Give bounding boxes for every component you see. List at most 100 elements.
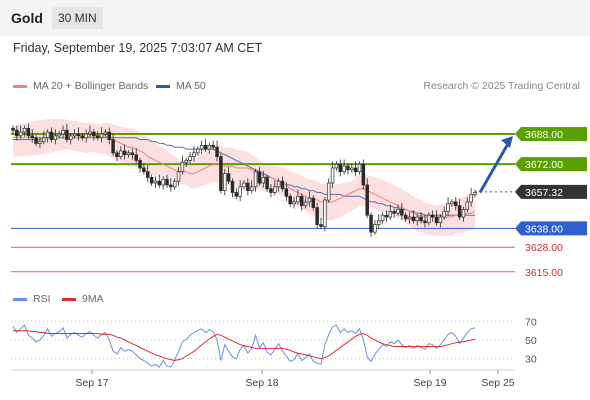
candle-body [138, 160, 142, 169]
candle-body [446, 203, 450, 212]
candle-body [176, 171, 181, 182]
candle-body [165, 178, 169, 186]
ma20-swatch [13, 84, 27, 88]
legend-ma50: MA 50 [156, 80, 206, 92]
candle-body [284, 188, 289, 197]
candle-body [273, 186, 277, 193]
candle-body [430, 214, 435, 218]
candle-body [230, 180, 235, 193]
candle-body [215, 146, 219, 157]
candle-body [153, 180, 158, 184]
legend-rsi: RSI [13, 293, 51, 305]
candle-body [42, 137, 46, 142]
bollinger-band [13, 118, 475, 236]
candle-body [57, 133, 61, 137]
rsi-tick-50: 50 [525, 335, 537, 347]
candle-body [300, 195, 304, 207]
candle-body [161, 178, 165, 186]
candle-body [223, 173, 227, 191]
candle-body [72, 133, 77, 137]
candle-body [180, 161, 185, 173]
candle-body [115, 152, 119, 157]
level-label-3657.32: 3657.32 [525, 187, 563, 199]
candle-body [188, 156, 192, 161]
candle-body [292, 201, 296, 205]
candle-body [473, 192, 477, 195]
candle-body [450, 201, 454, 205]
candle-body [373, 224, 377, 233]
level-tag-3688.00 [515, 126, 587, 141]
candle-body [288, 195, 292, 205]
candle-body [419, 216, 423, 222]
candle-body [95, 135, 100, 139]
rsi-ma-label: 9MA [82, 293, 104, 305]
candle-body [392, 211, 396, 214]
timeframe-button[interactable]: 30 MIN [52, 7, 103, 29]
candle-body [65, 129, 69, 140]
candle-body [211, 144, 215, 148]
candle-body [265, 177, 269, 190]
candle-body [38, 141, 42, 144]
rsi-swatch [13, 297, 27, 301]
candle-body [246, 182, 250, 191]
candle-body [26, 127, 31, 137]
candle-body [323, 199, 327, 227]
candle-body [146, 171, 150, 178]
candle-body [319, 224, 323, 227]
candle-body [403, 214, 408, 220]
candle-body [434, 216, 439, 224]
candle-body [261, 177, 266, 184]
x-tick-label: Sep 18 [245, 377, 278, 389]
candle-body [377, 220, 381, 225]
candle-body [199, 144, 204, 150]
candle-body [111, 139, 115, 154]
candle-body [400, 209, 404, 216]
candle-body [257, 171, 262, 184]
candle-body [92, 131, 96, 137]
candle-body [15, 129, 19, 137]
candle-body [396, 209, 400, 214]
candle-body [407, 216, 412, 220]
candle-body [334, 163, 339, 169]
candle-body [365, 184, 369, 216]
candle-body [53, 135, 58, 140]
candle-body [457, 205, 462, 218]
candle-body [350, 167, 354, 171]
candle-body [207, 144, 212, 150]
ma50-label: MA 50 [176, 80, 206, 92]
candle-body [126, 152, 131, 156]
candle-body [465, 201, 470, 210]
candle-body [84, 133, 88, 139]
candle-body [88, 131, 92, 135]
ma20-label: MA 20 + Bollinger Bands [33, 80, 149, 92]
datetime-label: Friday, September 19, 2025 7:03:07 AM CE… [13, 41, 263, 55]
rsi-label: RSI [33, 293, 51, 305]
ma50-swatch [156, 84, 170, 88]
candle-body [134, 154, 138, 161]
candle-body [411, 216, 416, 222]
instrument-title: Gold [11, 10, 43, 26]
level-label-3615.00: 3615.00 [525, 267, 563, 279]
candle-body [219, 156, 223, 191]
candle-body [103, 131, 108, 135]
candle-body [427, 214, 431, 224]
candle-body [18, 131, 23, 137]
candle-body [353, 167, 358, 173]
candle-body [315, 207, 319, 225]
candle-body [242, 182, 246, 188]
candle-body [203, 144, 208, 150]
candle-body [369, 214, 373, 233]
legend-ma20: MA 20 + Bollinger Bands [13, 80, 148, 92]
candle-body [330, 167, 335, 184]
candle-body [76, 133, 81, 137]
candle-body [276, 180, 281, 188]
candle-body [130, 152, 135, 156]
candle-body [11, 127, 15, 131]
candle-body [169, 184, 173, 188]
level-tag-3672.00 [515, 157, 587, 172]
candle-body [157, 180, 162, 186]
candle-body [49, 131, 54, 140]
level-tag-3657.32 [515, 184, 587, 199]
candle-body [99, 133, 104, 139]
forecast-arrow-head [501, 135, 513, 148]
